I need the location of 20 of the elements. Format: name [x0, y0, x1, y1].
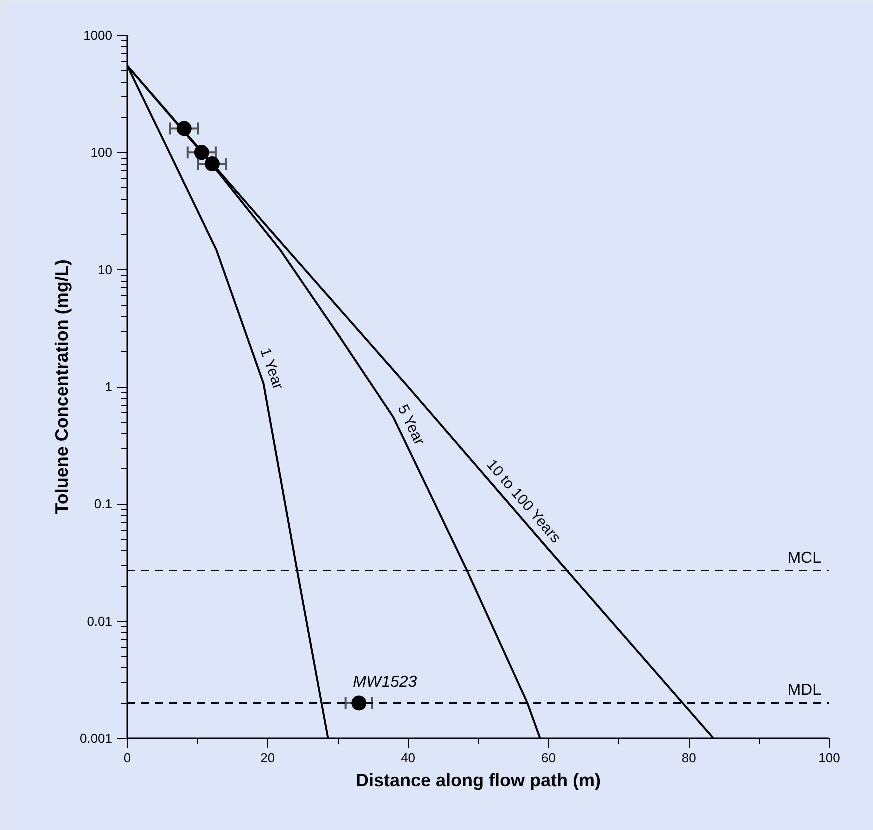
y-tick-label: 0.01	[87, 614, 113, 629]
y-tick-label: 0.001	[80, 731, 113, 746]
ref-line-label: MCL	[788, 550, 822, 567]
y-axis-title: Toluene Concentration (mg/L)	[52, 260, 72, 514]
y-tick-label: 1000	[84, 28, 112, 43]
text: 5 Year	[394, 402, 428, 448]
series-label: MW1523	[353, 674, 418, 692]
x-tick-label: 20	[260, 750, 276, 766]
x-tick-label: 100	[818, 750, 840, 766]
x-axis-title: Distance along flow path (m)	[356, 770, 602, 790]
y-tick-label: 10	[98, 262, 113, 278]
x-tick-label: 80	[682, 750, 696, 766]
x-tick-label: 0	[124, 750, 132, 766]
x-tick-label: 60	[541, 750, 556, 766]
ref-line-label: MDL	[788, 682, 822, 700]
y-tick-label: 100	[90, 145, 113, 160]
y-tick-label: 0.1	[94, 496, 113, 512]
text: 1 Year	[256, 346, 287, 392]
y-tick-label: 1	[105, 380, 113, 394]
x-tick-label: 40	[401, 750, 416, 766]
